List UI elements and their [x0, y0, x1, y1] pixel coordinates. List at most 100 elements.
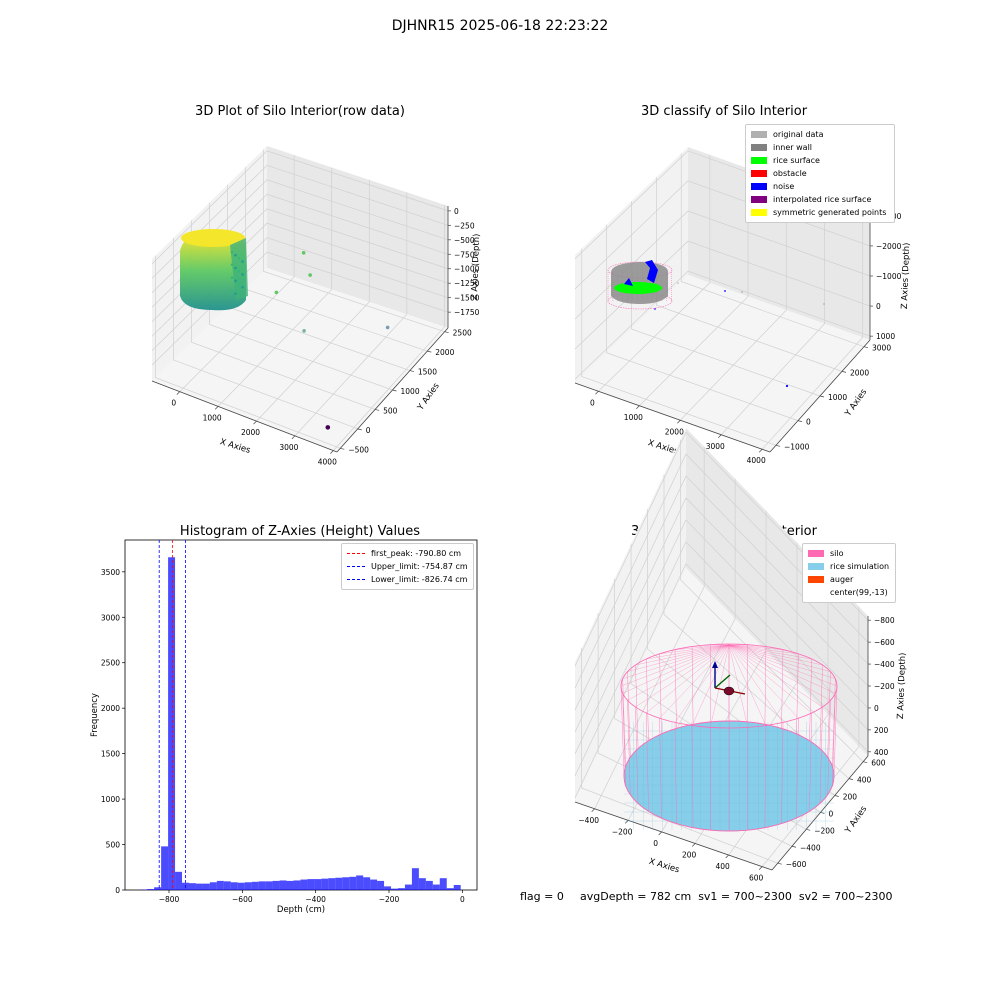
- p4-silo-roof-wire: [627, 644, 730, 701]
- p1-scatter-point: [237, 269, 241, 273]
- p4-ytick-mark: [777, 862, 782, 865]
- p4-gridline-z: [574, 563, 869, 798]
- p3-hist-bar: [377, 880, 385, 890]
- figure-title: DJHNR15 2025-06-18 22:23:22: [391, 18, 609, 34]
- p2-zlabel: Z Axies (Depth): [900, 242, 912, 309]
- p4-ytick-label: 200: [843, 793, 858, 802]
- p4-silo-roof-wire: [728, 644, 748, 728]
- p4-silo-wire: [746, 644, 749, 722]
- p3-hist-bar: [195, 883, 203, 890]
- p3-hist-bar: [230, 882, 238, 890]
- p3-hist-bar: [425, 880, 433, 890]
- p4-silo-wire: [646, 658, 649, 741]
- avg-depth-text: avgDepth = 782 cm sv1 = 700~2300 sv2 = 7…: [580, 890, 893, 903]
- p4-ytick-label: 400: [857, 776, 872, 785]
- legend-swatch: [347, 553, 365, 554]
- p2-ylabel: Y Axies: [843, 387, 870, 419]
- p1-xtick-label: 1000: [203, 413, 222, 422]
- p2-xtick-label: 4000: [747, 456, 766, 465]
- p3-hist-bar: [272, 880, 280, 890]
- p4-silo-wire: [809, 712, 812, 812]
- p1-ytick-mark: [427, 350, 432, 353]
- p3-hist-bar: [363, 877, 371, 890]
- p4-gridline-y: [680, 439, 864, 762]
- p2-ytick-mark: [863, 346, 869, 349]
- p2-ztick-label: −2000: [876, 242, 902, 251]
- p4-silo-wire: [796, 718, 799, 819]
- p3-hist-bar: [418, 878, 426, 890]
- p3-xtick-label: 0: [460, 895, 465, 904]
- p4-ytick-mark: [863, 761, 868, 764]
- p2-noise-cluster: [645, 260, 658, 283]
- p4-silo-roof-wire: [728, 644, 838, 687]
- legend-label: noise: [773, 182, 795, 191]
- legend-label: silo: [830, 549, 844, 558]
- p4-axis-arrow-z-head: [712, 661, 718, 668]
- p1-xtick-mark: [291, 435, 296, 440]
- p3-hist-bar: [349, 876, 357, 890]
- legend-label: first_peak: -790.80 cm: [371, 549, 462, 558]
- p3-ylabel: Frequency: [90, 693, 100, 737]
- p1-scatter-point: [237, 282, 241, 286]
- p1-scatter-point: [241, 273, 244, 276]
- p3-xtick-label: −800: [159, 895, 180, 904]
- p4-silo-wire: [819, 706, 823, 804]
- p4-silo-roof-wire: [620, 644, 730, 687]
- p1-gridline-z: [151, 251, 449, 366]
- p3-hist-bar: [251, 881, 259, 890]
- p1-scatter-point: [230, 263, 234, 267]
- p1-xtick-label: 2000: [241, 428, 260, 437]
- p4-silo-roof-wire: [728, 644, 823, 708]
- p1-ytick-mark: [392, 389, 397, 392]
- p4-silo-wire: [646, 712, 649, 812]
- p4-ytick-mark: [834, 795, 839, 797]
- p1-ytick-mark: [357, 428, 362, 431]
- p3-xtick-label: −600: [232, 895, 253, 904]
- p2-gridline-z: [574, 240, 871, 350]
- p4-silo-wire: [622, 693, 626, 786]
- p3-hist-bar: [265, 881, 273, 890]
- p3-legend-item: first_peak: -790.80 cm: [347, 547, 468, 560]
- p3-ytick-label: 2000: [101, 704, 120, 713]
- p1-outlier-point: [301, 251, 306, 255]
- p2-xtick-label: 0: [590, 398, 595, 407]
- p3-xlabel: Depth (cm): [277, 905, 325, 915]
- p4-legend-item: auger: [808, 573, 890, 586]
- legend-swatch: [751, 170, 767, 177]
- p1-outlier-point: [385, 325, 390, 330]
- p4-xtick-label: 200: [682, 850, 697, 859]
- p3-ytick-label: 3500: [101, 568, 120, 577]
- p4-xtick-label: 600: [749, 874, 764, 883]
- p4-ytick-mark: [820, 812, 825, 814]
- p4-gridline-x: [594, 446, 705, 809]
- p1-gridline-x: [256, 179, 370, 422]
- p4-ytick-label: 600: [871, 759, 886, 768]
- p4-ztick-label: −400: [874, 660, 895, 669]
- p4-ztick-label: 200: [874, 726, 889, 735]
- p3-hist-bar: [356, 875, 364, 890]
- p1-zlabel: Z Axies (Depth): [470, 233, 482, 300]
- p1-ytick-mark: [340, 447, 345, 450]
- p3-hist-bar: [300, 879, 308, 890]
- p4-silo-roof-wire: [728, 644, 823, 666]
- p2-legend-item: interpolated rice surface: [751, 193, 889, 206]
- p3-plot-area: [124, 539, 478, 891]
- p4-auger: [723, 686, 735, 696]
- p3-hist-bar: [209, 882, 217, 890]
- panel4-legend: silo rice simulation auger center(99,-13): [802, 543, 896, 603]
- p2-ztick-label: 0: [876, 302, 881, 311]
- p1-ytick-mark: [375, 409, 380, 411]
- p4-ztick-label: −200: [874, 682, 895, 691]
- p1-scatter-point: [230, 289, 234, 292]
- p1-ytick-label: 1500: [418, 368, 437, 377]
- p4-ztick-label: −600: [874, 638, 895, 647]
- p2-xtick-label: 1000: [624, 413, 643, 422]
- p1-xtick-label: 0: [171, 399, 176, 408]
- p2-ytick-mark: [841, 371, 847, 373]
- legend-label: auger: [830, 575, 854, 584]
- p1-gridline-y: [155, 255, 341, 449]
- p4-xtick-mark: [591, 808, 595, 813]
- p2-gridline-y: [631, 201, 821, 397]
- p3-hist-bar: [161, 846, 169, 890]
- p1-ztick-label: −1000: [454, 265, 480, 274]
